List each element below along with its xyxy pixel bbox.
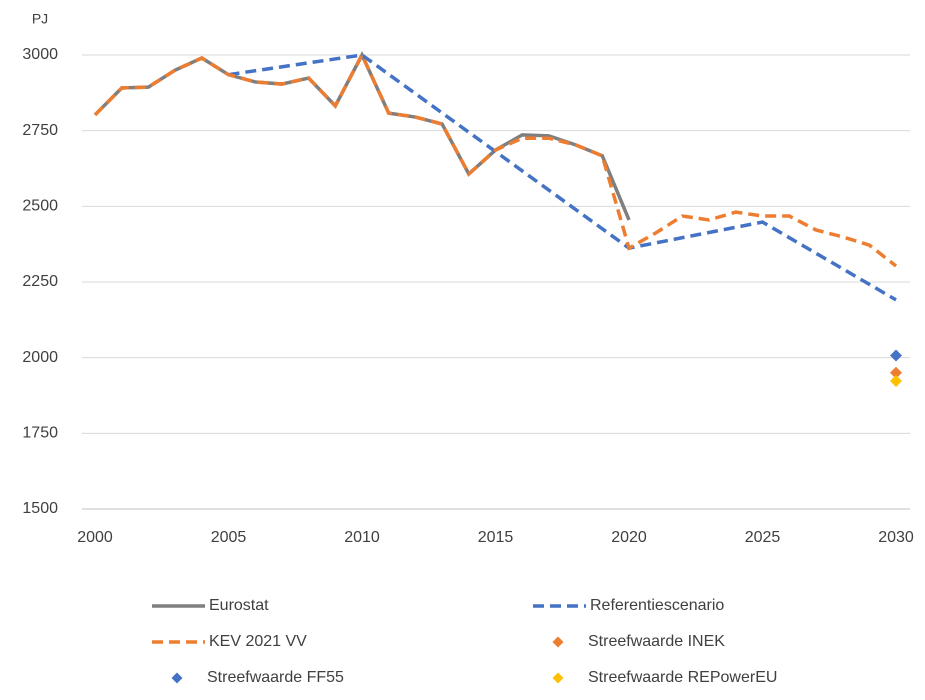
x-tick-label: 2005 <box>211 529 247 546</box>
legend-label: Streefwaarde INEK <box>588 633 725 650</box>
x-tick-label: 2030 <box>878 529 914 546</box>
y-tick-label: 1750 <box>22 425 58 442</box>
x-tick-label: 2025 <box>745 529 781 546</box>
y-tick-label: 2500 <box>22 198 58 215</box>
legend-marker <box>171 672 183 684</box>
x-tick-label: 2000 <box>77 529 113 546</box>
y-tick-label: 1500 <box>22 500 58 517</box>
y-tick-label: 2250 <box>22 273 58 290</box>
y-tick-label: 3000 <box>22 46 58 63</box>
y-tick-label: 2000 <box>22 349 58 366</box>
x-tick-label: 2010 <box>344 529 380 546</box>
legend-marker <box>552 636 564 648</box>
legend-label: Streefwaarde FF55 <box>207 669 344 686</box>
x-tick-label: 2020 <box>611 529 647 546</box>
legend-label: Eurostat <box>209 597 269 614</box>
y-axis-label: PJ <box>32 11 48 27</box>
x-tick-label: 2015 <box>478 529 514 546</box>
legend-marker <box>552 672 564 684</box>
marker <box>890 366 902 379</box>
marker <box>890 349 902 362</box>
legend-label: Streefwaarde REPowerEU <box>588 669 777 686</box>
y-tick-label: 2750 <box>22 122 58 139</box>
legend-label: KEV 2021 VV <box>209 633 307 650</box>
series-line <box>228 53 897 302</box>
series-line <box>93 51 898 268</box>
legend-label: Referentiescenario <box>590 597 724 614</box>
marker <box>890 374 902 387</box>
